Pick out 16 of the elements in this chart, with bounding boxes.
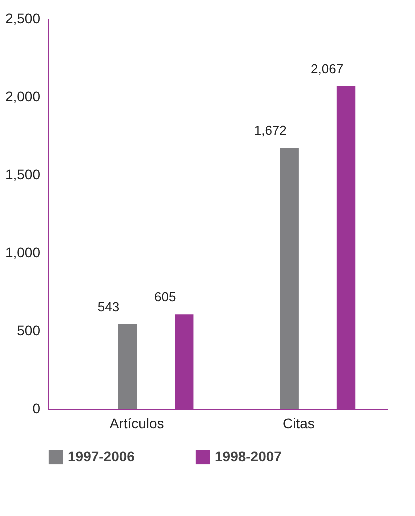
- y-tick-label: 2,500: [5, 10, 41, 26]
- bar: [118, 324, 138, 409]
- x-tick-label: Artículos: [110, 416, 164, 432]
- bar: [280, 148, 299, 409]
- y-tick-label: 0: [32, 400, 41, 416]
- y-tick-label: 2,000: [5, 88, 41, 104]
- y-tick-label: 1,000: [5, 244, 41, 260]
- data-label: 2,067: [311, 62, 344, 77]
- y-tick-label: 500: [17, 322, 41, 338]
- data-label: 543: [98, 299, 120, 314]
- y-tick-label: 1,500: [5, 166, 41, 182]
- data-label: 605: [154, 290, 176, 305]
- data-label: 1,672: [254, 123, 287, 138]
- legend-label: 1997-2006: [68, 448, 136, 464]
- x-tick-label: Citas: [283, 416, 315, 432]
- legend-label: 1998-2007: [215, 448, 282, 464]
